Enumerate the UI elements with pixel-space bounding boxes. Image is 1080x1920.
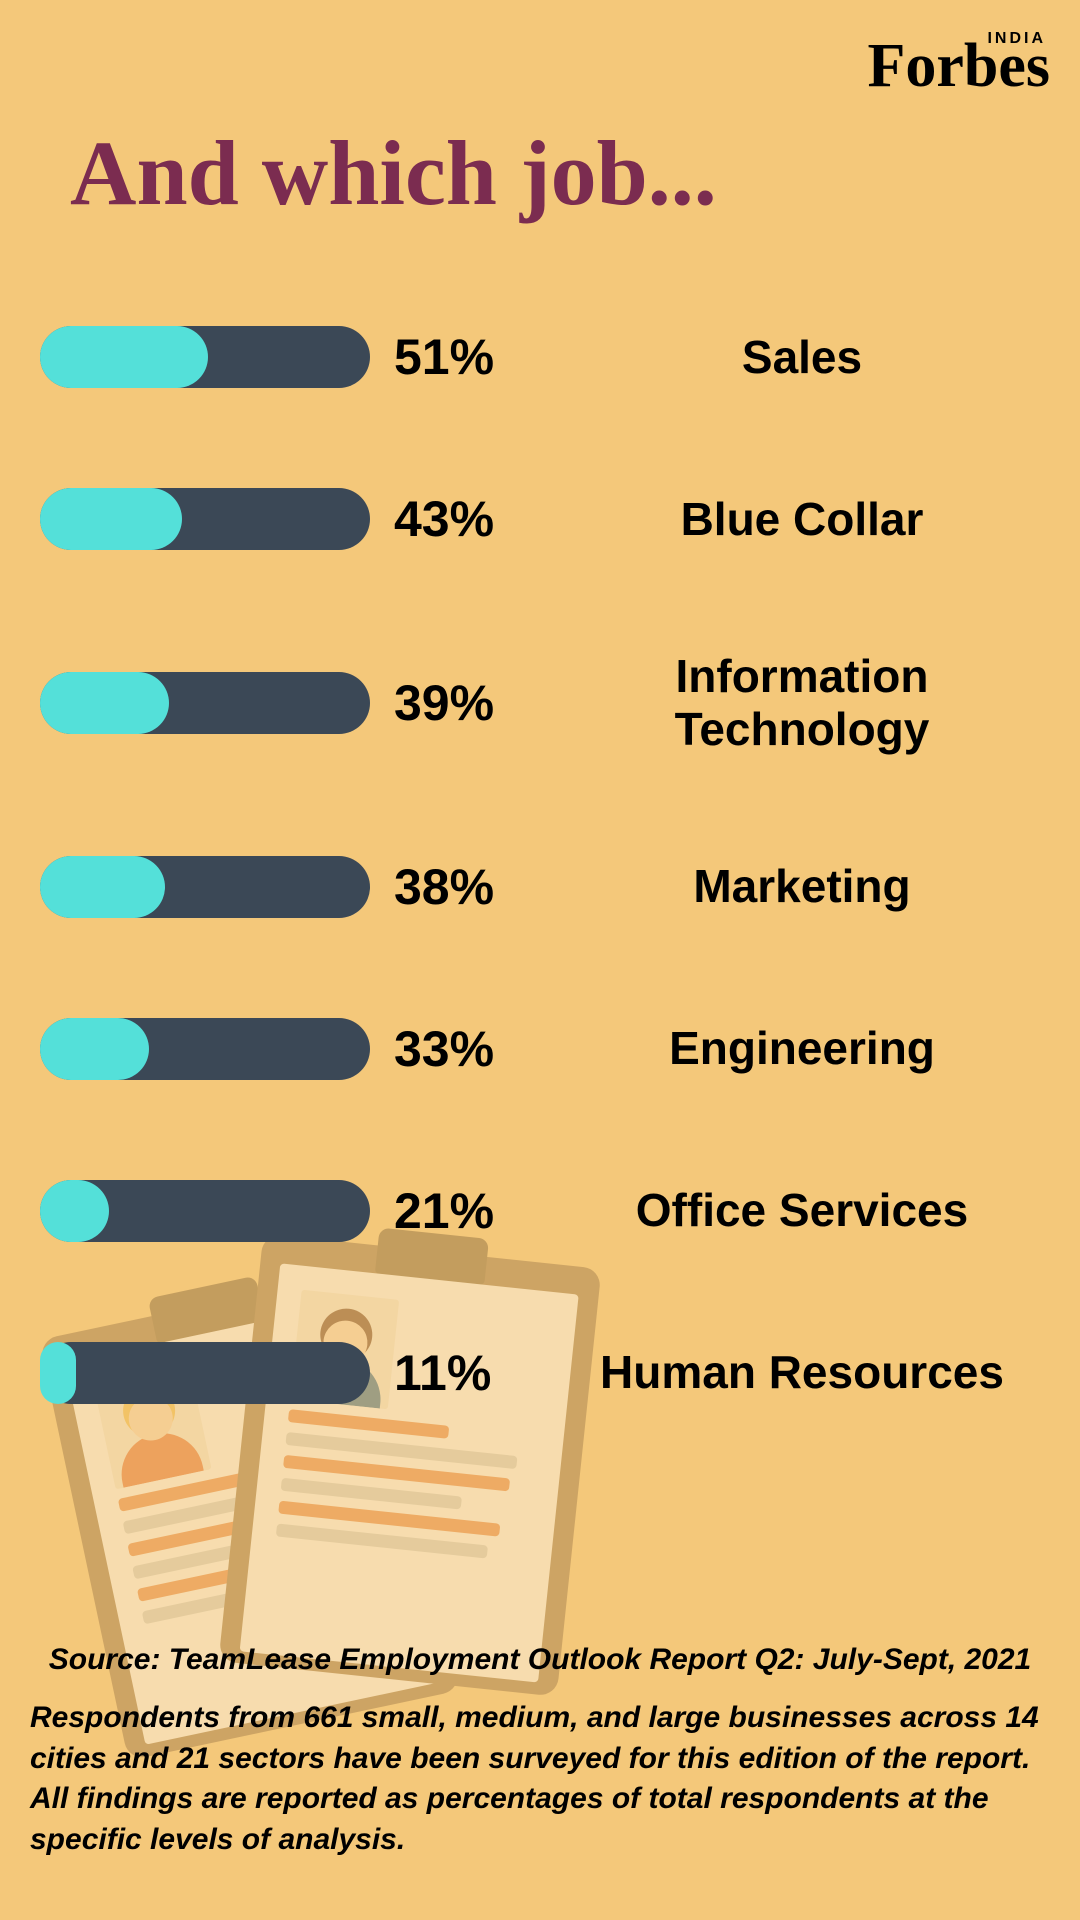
bar-track <box>40 856 370 918</box>
bar-track <box>40 326 370 388</box>
bar-row: 33%Engineering <box>0 1018 1080 1080</box>
bar-percent-label: 11% <box>394 1344 564 1402</box>
bar-fill <box>40 488 182 550</box>
bar-percent-label: 33% <box>394 1020 564 1078</box>
bar-percent-label: 51% <box>394 328 564 386</box>
bar-row: 21%Office Services <box>0 1180 1080 1242</box>
bar-chart: 51%Sales 43%Blue Collar 39%Information Tec… <box>0 286 1080 1404</box>
bar-row: 43%Blue Collar <box>0 488 1080 550</box>
bar-track <box>40 672 370 734</box>
bar-category-label: Office Services <box>564 1184 1040 1237</box>
bar-category-label: Engineering <box>564 1022 1040 1075</box>
bar-category-label: Information Technology <box>564 650 1040 756</box>
source-text: Source: TeamLease Employment Outlook Rep… <box>30 1640 1050 1681</box>
bar-track <box>40 1018 370 1080</box>
bar-fill <box>40 1180 109 1242</box>
bar-percent-label: 39% <box>394 674 564 732</box>
bar-fill <box>40 326 208 388</box>
bar-fill <box>40 1342 76 1404</box>
footer: Source: TeamLease Employment Outlook Rep… <box>30 1640 1050 1861</box>
bar-row: 51%Sales <box>0 326 1080 388</box>
bar-percent-label: 38% <box>394 858 564 916</box>
bar-fill <box>40 672 169 734</box>
bar-track <box>40 1180 370 1242</box>
bar-row: 11%Human Resources <box>0 1342 1080 1404</box>
bar-category-label: Sales <box>564 331 1040 384</box>
bar-percent-label: 43% <box>394 490 564 548</box>
bar-track <box>40 1342 370 1404</box>
bar-percent-label: 21% <box>394 1182 564 1240</box>
description-text: Respondents from 661 small, medium, and … <box>30 1698 1050 1860</box>
logo-main-text: Forbes <box>867 42 1050 92</box>
bar-fill <box>40 856 165 918</box>
bar-fill <box>40 1018 149 1080</box>
bar-track <box>40 488 370 550</box>
logo: INDIA Forbes <box>867 30 1050 92</box>
bar-category-label: Marketing <box>564 860 1040 913</box>
bar-row: 38%Marketing <box>0 856 1080 918</box>
bar-row: 39%Information Technology <box>0 650 1080 756</box>
bar-category-label: Blue Collar <box>564 493 1040 546</box>
bar-category-label: Human Resources <box>564 1346 1040 1399</box>
